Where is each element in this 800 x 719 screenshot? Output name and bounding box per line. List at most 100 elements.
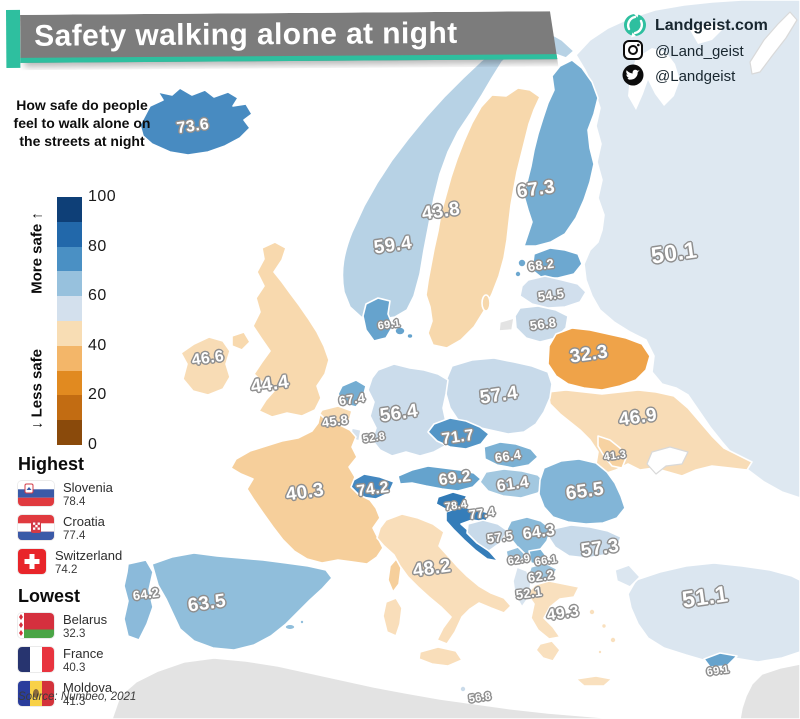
flag-slovenia-icon (18, 481, 54, 506)
country-belarus (547, 327, 651, 391)
arrow-down-icon: ↓ (28, 421, 46, 430)
rank-country-value: 40.3 (63, 661, 86, 674)
barents-inlet (690, 22, 724, 44)
legend-tick: 100 (88, 188, 117, 205)
source-note: Source: Numbeo, 2021 (18, 691, 137, 703)
island-sardinia (382, 597, 403, 637)
country-spain (151, 552, 333, 651)
country-norway (341, 28, 575, 321)
branding-icons (622, 12, 646, 86)
legend-tick: 20 (88, 386, 107, 404)
country-austria (397, 465, 482, 492)
country-portugal (123, 559, 154, 641)
island-mallorca (284, 623, 296, 631)
country-turkey (627, 562, 800, 663)
island-crete (575, 675, 613, 687)
instagram-icon (623, 40, 643, 60)
country-moldova (597, 435, 627, 469)
list-item: Belarus 32.3 (18, 612, 168, 640)
legend-tick: 80 (88, 237, 107, 255)
list-item: France 40.3 (18, 646, 168, 674)
rank-country-value: 78.4 (63, 495, 86, 508)
country-romania (538, 458, 626, 525)
turkey-thrace (614, 564, 641, 588)
country-ireland (180, 336, 231, 396)
country-italy (376, 513, 512, 645)
country-hungary (479, 468, 547, 499)
north-africa (111, 657, 621, 719)
country-france (230, 413, 384, 565)
flag-croatia-icon (18, 514, 54, 540)
map-subtitle: How safe do people feel to walk alone on… (13, 97, 151, 149)
aegean-island (597, 649, 603, 655)
legend-scale (57, 197, 82, 445)
crimea (646, 446, 689, 475)
country-bulgaria (548, 524, 622, 559)
legend-cell (57, 395, 82, 421)
legend-cell (57, 296, 82, 321)
rank-country-name: Moldova (63, 679, 113, 695)
island-zealand (394, 326, 406, 336)
country-iceland (139, 87, 253, 156)
legend-less-label: ↓ Less safe (28, 348, 46, 430)
country-ukraine (547, 389, 753, 477)
flag-belarus-icon (18, 612, 54, 638)
legend-cell (57, 246, 82, 272)
country-kosovo (528, 548, 548, 566)
country-malta (459, 685, 467, 693)
legend-cell (57, 197, 82, 222)
country-latvia (519, 275, 587, 309)
aegean-island (609, 636, 617, 644)
rank-country-value: 77.4 (63, 529, 86, 542)
legend-tick: 60 (88, 287, 107, 305)
country-estonia (531, 247, 583, 279)
rank-country-value: 41.3 (63, 695, 86, 708)
island-menorca (299, 619, 305, 625)
kaliningrad (498, 317, 515, 332)
rank-country-name: Switzerland (55, 547, 123, 563)
country-greece (526, 580, 580, 640)
arrow-up-icon: ↑ (28, 212, 46, 220)
legend-cell (57, 345, 82, 371)
twitter-handle[interactable]: @Landgeist (655, 68, 736, 85)
rank-country-name: Croatia (63, 513, 105, 529)
legend-more-label: More safe ↑ (28, 212, 46, 294)
highest-heading: Highest (18, 454, 85, 474)
island-funen (406, 332, 414, 340)
island-gotland (481, 294, 491, 312)
flag-france-icon (18, 646, 54, 672)
country-cyprus (703, 652, 738, 668)
rank-country-value: 74.2 (55, 563, 78, 576)
rank-country-value: 32.3 (63, 627, 86, 640)
country-russia (575, 0, 800, 499)
rankings-panel: Highest Slovenia 78.4 Croatia 77.4 (18, 454, 168, 715)
island-hiiumaa (514, 270, 522, 278)
country-slovakia (483, 441, 539, 469)
legend-cell (57, 370, 82, 396)
list-item: Slovenia 78.4 (18, 480, 168, 508)
middle-east (739, 663, 800, 719)
country-poland (445, 357, 553, 435)
country-uk (252, 241, 330, 418)
instagram-handle[interactable]: @Land_geist (655, 43, 744, 60)
country-north-macedonia (528, 562, 558, 581)
island-sicily (418, 646, 463, 667)
legend-cell (57, 320, 82, 346)
country-bosnia (466, 519, 509, 552)
rank-country-name: Slovenia (63, 480, 113, 495)
country-albania (512, 566, 532, 608)
northern-ireland (231, 331, 251, 351)
white-sea (628, 48, 680, 110)
country-slovenia (435, 491, 468, 511)
website-link[interactable]: Landgeist.com (655, 17, 768, 34)
island-saaremaa (517, 258, 527, 268)
flag-switzerland-icon (18, 548, 46, 574)
novaya-zemlya (749, 11, 798, 75)
legend-tick: 40 (88, 336, 107, 354)
legend-tick: 0 (88, 436, 98, 453)
aegean-island (588, 608, 596, 616)
list-item: Croatia 77.4 (18, 513, 168, 542)
landgeist-logo-icon (624, 12, 646, 38)
